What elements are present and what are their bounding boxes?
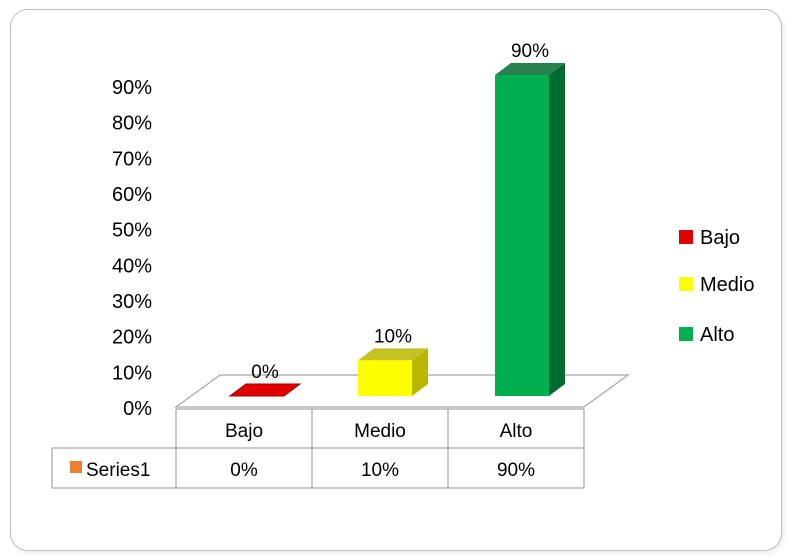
bar-side-medio bbox=[412, 348, 428, 396]
bar-alto bbox=[495, 75, 549, 396]
chart-area bbox=[10, 9, 782, 551]
y-tick-label: 80% bbox=[112, 113, 152, 135]
bar-side-alto bbox=[549, 63, 565, 396]
y-tick-label: 60% bbox=[112, 184, 152, 206]
y-tick-label: 40% bbox=[112, 255, 152, 277]
data-table: Bajo Medio Alto Series1 0% 10% 90% bbox=[51, 408, 585, 489]
legend-swatch bbox=[679, 277, 693, 291]
legend-label: Alto bbox=[700, 324, 734, 346]
series-swatch bbox=[70, 461, 82, 473]
data-label: 10% bbox=[374, 326, 412, 347]
bars: 0% 10% 90% bbox=[228, 41, 565, 397]
table-cell: 10% bbox=[361, 460, 399, 481]
series-name: Series1 bbox=[86, 460, 150, 481]
table-header-cell: Medio bbox=[354, 421, 406, 442]
y-tick-label: 20% bbox=[112, 327, 152, 349]
legend-swatch bbox=[679, 327, 693, 341]
floor-plane bbox=[174, 374, 630, 408]
bar-top-alto bbox=[495, 63, 565, 75]
y-tick-label: 50% bbox=[112, 220, 152, 242]
legend-swatch bbox=[679, 230, 693, 244]
y-axis-ticks: 0% 10% 20% 30% 40% 50% 60% 70% 80% 90% bbox=[112, 77, 152, 420]
table-cell: 0% bbox=[230, 460, 258, 481]
y-tick-label: 0% bbox=[123, 398, 152, 420]
chart-floor bbox=[174, 374, 630, 408]
bar-medio bbox=[358, 360, 412, 396]
legend-label: Medio bbox=[700, 274, 754, 296]
y-tick-label: 90% bbox=[112, 77, 152, 99]
bar-bajo bbox=[228, 383, 302, 397]
y-tick-label: 30% bbox=[112, 291, 152, 313]
y-tick-label: 70% bbox=[112, 148, 152, 170]
data-label: 0% bbox=[251, 362, 279, 383]
y-tick-label: 10% bbox=[112, 362, 152, 384]
table-header-cell: Bajo bbox=[225, 421, 263, 442]
legend-label: Bajo bbox=[700, 227, 740, 249]
legend: Bajo Medio Alto bbox=[679, 227, 754, 346]
data-label: 90% bbox=[511, 41, 549, 62]
table-cell: 90% bbox=[497, 460, 535, 481]
table-header-cell: Alto bbox=[500, 421, 533, 442]
bar-top-medio bbox=[358, 348, 428, 361]
